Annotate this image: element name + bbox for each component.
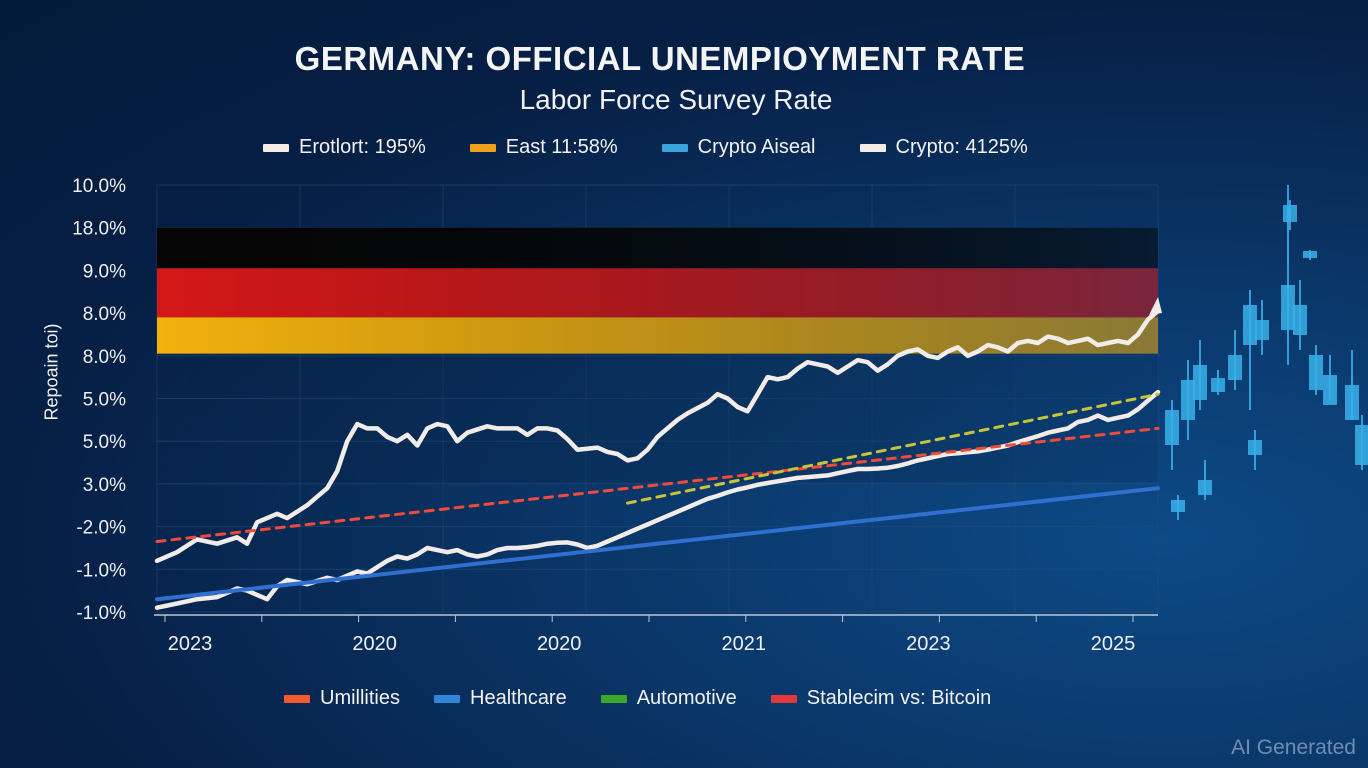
legend-swatch [263, 143, 289, 152]
candlestick-decoration [1165, 185, 1368, 520]
candle-body [1243, 305, 1257, 345]
legend-item: Stablecim vs: Bitcoin [770, 687, 992, 710]
legend-label: Erotlort: 195% [299, 136, 426, 158]
candle-body [1198, 480, 1212, 495]
candle-body [1323, 375, 1337, 405]
candle-body [1171, 500, 1185, 512]
legend-label: Stablecim vs: Bitcoin [806, 687, 992, 709]
y-tick-label: 9.0% [83, 261, 126, 282]
y-tick-label: 18.0% [72, 219, 126, 240]
legend-item: Healthcare [434, 687, 567, 710]
candle-body [1303, 251, 1317, 258]
chart-title: GERMANY: OFFICIAL UNEMPIOYMENT RATE [294, 40, 1026, 77]
y-tick-labels: 10.0% 18.0% 9.0% 8.0% 8.0% 5.0% 5.0% 3.0% -2.0% -… [72, 176, 126, 624]
candle-body [1345, 385, 1359, 420]
candle-body [1355, 425, 1368, 465]
legend-swatch [661, 143, 688, 152]
legend-item: Crypto Aiseal [661, 136, 816, 159]
y-tick-label: 5.0% [83, 390, 126, 411]
x-tick-label: 2020 [537, 633, 582, 655]
y-tick-label: 8.0% [83, 347, 126, 368]
legend-label: Crypto Aiseal [697, 136, 816, 158]
candle-body [1309, 355, 1323, 390]
legend-item: Umillities [284, 687, 400, 710]
legend-label: Umillities [320, 687, 400, 709]
white-series-line [154, 308, 1161, 564]
legend-swatch [469, 143, 496, 152]
candle-body [1281, 285, 1295, 330]
legend-label: Crypto: 4125% [895, 136, 1028, 158]
x-tick-label: 2023 [906, 633, 951, 655]
legend-bottom: Umillities Healthcare Automotive Stablec… [284, 687, 1025, 710]
candle-body [1255, 320, 1269, 340]
legend-swatch [770, 694, 797, 703]
x-tick-label: 2023 [168, 633, 213, 655]
legend-item: Automotive [600, 687, 737, 710]
x-tick-label: 2020 [352, 633, 397, 655]
trend-line-dashed [626, 392, 1160, 505]
y-tick-label: 3.0% [83, 475, 126, 496]
candle-body [1293, 305, 1307, 335]
legend-swatch [600, 694, 627, 703]
arrow-head [1149, 296, 1162, 315]
y-tick-label: -1.0% [76, 560, 126, 581]
legend-label: Automotive [636, 687, 737, 709]
legend-item: Erotlort: 195% [263, 136, 426, 159]
trend-line-dashed [155, 426, 1160, 543]
legend-label: Healthcare [470, 687, 567, 709]
candle-body [1193, 365, 1207, 400]
y-tick-label: -1.0% [76, 603, 126, 624]
candle-body [1211, 378, 1225, 392]
legend-item: East 11:58% [469, 136, 618, 159]
series-lines [154, 296, 1162, 610]
x-tick-label: 2021 [722, 633, 767, 655]
legend-swatch [859, 143, 886, 152]
y-tick-label: 5.0% [83, 432, 126, 453]
legend-label: East 11:58% [505, 136, 618, 158]
x-axis: 2023 2020 2020 2021 2023 2025 [154, 614, 1158, 655]
y-tick-label: -2.0% [76, 518, 126, 539]
legend-swatch [434, 694, 460, 703]
chart-subtitle: Labor Force Survey Rate [519, 84, 833, 115]
legend-item: Crypto: 4125% [859, 136, 1028, 159]
trend-line-blue [155, 486, 1160, 602]
y-tick-label: 10.0% [72, 176, 126, 197]
legend-top: Erotlort: 195% East 11:58% Crypto Aiseal… [263, 136, 1072, 159]
candle-body [1248, 440, 1262, 455]
x-tick-label: 2025 [1091, 633, 1136, 655]
candle-body [1283, 205, 1297, 222]
ai-generated-watermark: AI Generated [1231, 736, 1356, 759]
legend-swatch [284, 694, 310, 703]
candle-body [1228, 355, 1242, 380]
candle-body [1165, 410, 1179, 445]
y-tick-label: 8.0% [83, 304, 126, 325]
candle-body [1181, 380, 1195, 420]
